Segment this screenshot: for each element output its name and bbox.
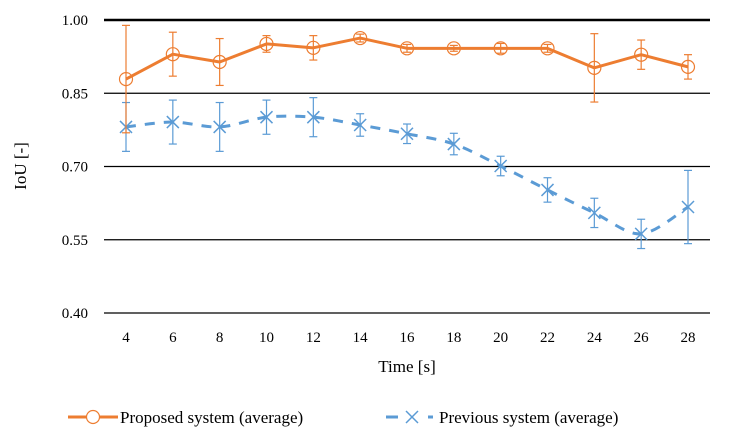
data-point-circle <box>634 47 649 62</box>
data-point-x <box>587 206 601 220</box>
marker-stroke <box>400 127 414 141</box>
x-tick-label: 8 <box>216 330 224 346</box>
data-point-x <box>306 110 320 124</box>
data-point-circle <box>587 60 602 75</box>
legend-marker-circle <box>85 409 101 425</box>
y-axis-title: IoU [-] <box>11 142 30 190</box>
y-tick-label: 1.00 <box>62 13 88 29</box>
data-point-x <box>681 200 695 214</box>
series-line <box>125 36 689 81</box>
x-tick-label: 16 <box>400 330 416 346</box>
data-point-circle <box>680 59 696 74</box>
data-point-x <box>447 137 461 151</box>
data-point-circle <box>259 36 274 52</box>
marker-stroke <box>259 110 274 124</box>
data-point-x <box>540 183 555 197</box>
y-tick-label: 0.85 <box>62 86 88 102</box>
x-tick-label: 4 <box>122 330 130 346</box>
data-point-circle <box>353 30 368 46</box>
marker-stroke <box>494 159 508 173</box>
data-point-circle <box>540 41 555 56</box>
x-tick-label: 18 <box>446 330 461 346</box>
y-tick-label: 0.40 <box>62 306 88 322</box>
legend-label: Proposed system (average) <box>120 408 303 427</box>
marker-stroke <box>166 115 180 129</box>
series-proposed <box>118 24 696 134</box>
data-point-circle <box>446 41 461 56</box>
data-point-circle <box>493 41 508 56</box>
data-point-x <box>259 110 274 124</box>
marker-stroke <box>634 227 648 241</box>
legend-label: Previous system (average) <box>439 408 618 427</box>
data-point-x <box>353 118 367 132</box>
legend-item-proposed: Proposed system (average) <box>68 408 303 427</box>
marker-stroke <box>681 200 695 214</box>
series-previous <box>119 97 695 250</box>
y-tick-label: 0.70 <box>62 160 88 176</box>
x-tick-label: 10 <box>259 330 274 346</box>
x-tick-label: 26 <box>634 330 650 346</box>
data-point-circle <box>165 47 180 62</box>
marker-stroke <box>353 118 367 132</box>
x-tick-labels: 4 6 8 10 12 14 16 18 20 22 24 26 28 <box>122 330 695 346</box>
x-tick-label: 20 <box>493 330 508 346</box>
x-tick-label: 14 <box>353 330 369 346</box>
data-point-x <box>400 127 414 141</box>
x-tick-label: 12 <box>306 330 321 346</box>
legend-marker-x <box>405 410 419 424</box>
y-tick-label: 0.55 <box>62 233 88 249</box>
data-point-x <box>634 227 648 241</box>
data-point-circle <box>399 41 415 56</box>
legend-item-previous: Previous system (average) <box>386 408 618 427</box>
data-point-circle <box>118 71 134 87</box>
x-tick-label: 22 <box>540 330 555 346</box>
x-axis-title: Time [s] <box>378 357 435 376</box>
data-point-circle <box>212 54 227 70</box>
data-point-x <box>213 120 227 134</box>
x-tick-label: 24 <box>587 330 603 346</box>
data-point-circle <box>306 40 321 55</box>
marker-stroke <box>540 183 555 197</box>
marker-stroke <box>587 206 601 220</box>
legend: Proposed system (average) Previous system… <box>68 408 618 427</box>
marker-stroke <box>213 120 227 134</box>
x-tick-label: 6 <box>169 330 177 346</box>
x-tick-label: 28 <box>681 330 696 346</box>
series-layer <box>118 24 696 250</box>
marker-stroke <box>306 110 320 124</box>
y-tick-labels: 0.40 0.55 0.70 0.85 1.00 <box>62 13 88 322</box>
marker-stroke <box>447 137 461 151</box>
gridlines <box>104 18 710 314</box>
data-point-x <box>494 159 508 173</box>
data-point-x <box>166 115 180 129</box>
